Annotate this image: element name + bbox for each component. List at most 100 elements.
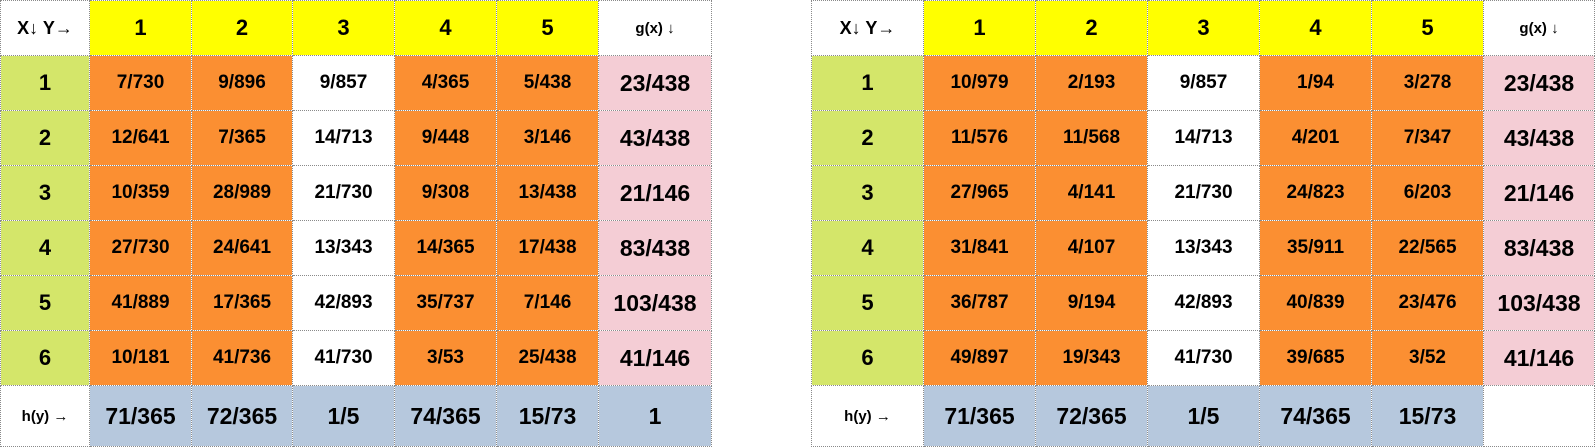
joint-cell: 41/730 — [292, 330, 395, 386]
joint-cell: 41/736 — [191, 330, 293, 386]
x-header: 3 — [0, 165, 90, 221]
joint-cell: 17/365 — [191, 275, 293, 331]
joint-cell: 5/438 — [496, 55, 599, 111]
g-value: 43/438 — [598, 110, 712, 166]
joint-cell: 24/823 — [1259, 165, 1372, 221]
y-header: 2 — [1035, 0, 1148, 56]
joint-cell: 11/576 — [923, 110, 1036, 166]
h-value: 72/365 — [1035, 385, 1148, 447]
joint-cell: 36/787 — [923, 275, 1036, 331]
x-header: 3 — [811, 165, 924, 221]
h-value: 71/365 — [89, 385, 192, 447]
table-row: 6 49/897 19/343 41/730 39/685 3/52 41/14… — [811, 330, 1595, 386]
x-header: 5 — [0, 275, 90, 331]
h-value: 15/73 — [496, 385, 599, 447]
g-value: 43/438 — [1483, 110, 1595, 166]
table-row: 6 10/181 41/736 41/730 3/53 25/438 41/14… — [0, 330, 712, 386]
h-row: h(y) → 71/365 72/365 1/5 74/365 15/73 — [811, 385, 1595, 447]
joint-cell: 9/857 — [292, 55, 395, 111]
g-value: 23/438 — [1483, 55, 1595, 111]
h-value: 1/5 — [292, 385, 395, 447]
h-row: h(y) → 71/365 72/365 1/5 74/365 15/73 1 — [0, 385, 712, 447]
joint-cell: 4/365 — [394, 55, 497, 111]
h-value: 74/365 — [1259, 385, 1372, 447]
h-label: h(y) → — [0, 385, 90, 447]
g-value: 103/438 — [1483, 275, 1595, 331]
table-row: 4 31/841 4/107 13/343 35/911 22/565 83/4… — [811, 220, 1595, 276]
joint-cell: 21/730 — [292, 165, 395, 221]
joint-cell: 4/107 — [1035, 220, 1148, 276]
joint-cell: 7/347 — [1371, 110, 1484, 166]
joint-cell: 4/141 — [1035, 165, 1148, 221]
g-value: 23/438 — [598, 55, 712, 111]
joint-cell: 7/365 — [191, 110, 293, 166]
joint-cell: 22/565 — [1371, 220, 1484, 276]
joint-cell: 25/438 — [496, 330, 599, 386]
x-header: 6 — [811, 330, 924, 386]
joint-cell: 19/343 — [1035, 330, 1148, 386]
joint-cell: 9/308 — [394, 165, 497, 221]
joint-cell: 6/203 — [1371, 165, 1484, 221]
x-header: 4 — [0, 220, 90, 276]
joint-cell: 21/730 — [1147, 165, 1260, 221]
table-row: 4 27/730 24/641 13/343 14/365 17/438 83/… — [0, 220, 712, 276]
x-header: 6 — [0, 330, 90, 386]
joint-cell: 13/343 — [292, 220, 395, 276]
joint-cell: 3/278 — [1371, 55, 1484, 111]
joint-cell: 49/897 — [923, 330, 1036, 386]
joint-cell: 7/730 — [89, 55, 192, 111]
y-header: 5 — [496, 0, 599, 56]
joint-cell: 3/146 — [496, 110, 599, 166]
joint-cell: 24/641 — [191, 220, 293, 276]
table-row: 5 36/787 9/194 42/893 40/839 23/476 103/… — [811, 275, 1595, 331]
empty-cell — [1483, 385, 1595, 447]
g-value: 21/146 — [598, 165, 712, 221]
x-header: 2 — [0, 110, 90, 166]
g-value: 41/146 — [598, 330, 712, 386]
joint-cell: 12/641 — [89, 110, 192, 166]
joint-cell: 10/979 — [923, 55, 1036, 111]
h-value: 71/365 — [923, 385, 1036, 447]
g-header: g(x) ↓ — [1483, 0, 1595, 56]
joint-cell: 41/730 — [1147, 330, 1260, 386]
joint-cell: 35/737 — [394, 275, 497, 331]
y-header: 4 — [1259, 0, 1372, 56]
x-header: 1 — [811, 55, 924, 111]
joint-cell: 23/476 — [1371, 275, 1484, 331]
joint-cell: 14/713 — [292, 110, 395, 166]
joint-cell: 7/146 — [496, 275, 599, 331]
joint-cell: 42/893 — [1147, 275, 1260, 331]
joint-cell: 31/841 — [923, 220, 1036, 276]
x-header: 1 — [0, 55, 90, 111]
joint-cell: 13/438 — [496, 165, 599, 221]
table-row: 1 7/730 9/896 9/857 4/365 5/438 23/438 — [0, 55, 712, 111]
h-value: 74/365 — [394, 385, 497, 447]
joint-cell: 10/359 — [89, 165, 192, 221]
corner-label: X↓ Y→ — [811, 0, 924, 56]
h-value: 15/73 — [1371, 385, 1484, 447]
joint-cell: 14/713 — [1147, 110, 1260, 166]
h-value: 1/5 — [1147, 385, 1260, 447]
joint-cell: 13/343 — [1147, 220, 1260, 276]
table-row: 3 27/965 4/141 21/730 24/823 6/203 21/14… — [811, 165, 1595, 221]
x-header: 5 — [811, 275, 924, 331]
y-header: 4 — [394, 0, 497, 56]
joint-cell: 39/685 — [1259, 330, 1372, 386]
g-header: g(x) ↓ — [598, 0, 712, 56]
joint-cell: 27/965 — [923, 165, 1036, 221]
joint-cell: 10/181 — [89, 330, 192, 386]
x-header: 4 — [811, 220, 924, 276]
table-row: 1 10/979 2/193 9/857 1/94 3/278 23/438 — [811, 55, 1595, 111]
joint-cell: 9/857 — [1147, 55, 1260, 111]
joint-cell: 35/911 — [1259, 220, 1372, 276]
g-value: 41/146 — [1483, 330, 1595, 386]
h-value: 72/365 — [191, 385, 293, 447]
joint-cell: 40/839 — [1259, 275, 1372, 331]
header-row: X↓ Y→ 1 2 3 4 5 g(x) ↓ — [0, 0, 712, 56]
corner-label: X↓ Y→ — [0, 0, 90, 56]
joint-cell: 28/989 — [191, 165, 293, 221]
g-value: 103/438 — [598, 275, 712, 331]
table-row: 5 41/889 17/365 42/893 35/737 7/146 103/… — [0, 275, 712, 331]
g-value: 83/438 — [1483, 220, 1595, 276]
left-joint-table: X↓ Y→ 1 2 3 4 5 g(x) ↓ 1 7/730 9/896 9/8… — [0, 0, 712, 447]
